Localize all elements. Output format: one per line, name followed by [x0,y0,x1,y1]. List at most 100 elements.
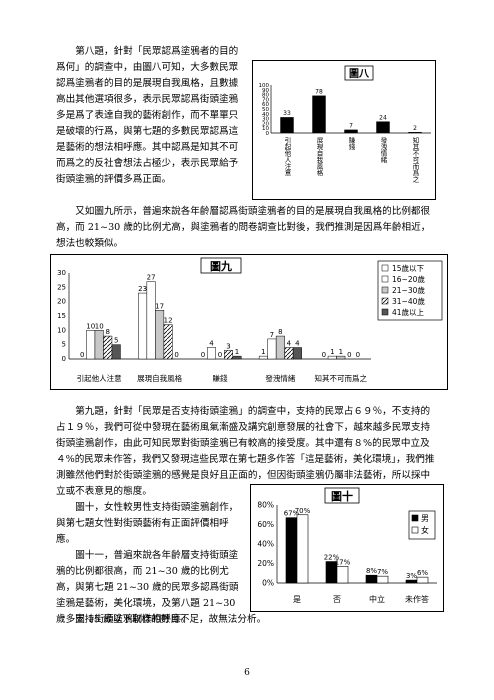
chart-9-legend-label: 41歲以上 [392,307,425,317]
chart-9-data-label: 3 [226,342,230,350]
chart-9-legend-label: 21~30歲 [392,285,425,295]
chart-8-bar [344,129,358,133]
chart-8-ytick: 20 [262,121,269,127]
chart-9-bar [258,355,268,360]
chart-9-data-label: 0 [80,351,84,359]
chart-10-data-label: 3% [406,572,417,580]
chart-8-bar [312,95,326,133]
paragraph-fig10: 圖十，女性較男性支持街頭塗鴉創作，與第七題女性對街頭藝術有正面評價相呼應。 [56,502,239,545]
chart-9-data-label: 23 [138,285,147,293]
chart-9-legend-swatch [381,308,389,316]
chart-9-data-label: 10 [95,322,104,330]
chart-10-ytick: 20% [257,559,274,568]
chart-8-data-label: 78 [315,89,323,96]
paragraph-fig11: 圖十一，普遍來說各年齡層支持街頭塗鴉的比例都很高，而 21~30 歲的比例尤高，… [56,550,239,625]
chart-10-bar [376,575,389,584]
chart-9-bar [327,355,337,360]
chart-9-title: 圖九 [210,259,232,273]
chart-10-bar [285,517,298,584]
chart-10-data-label: 67% [284,510,300,518]
chart-8-frame: 圖八 0 10 20 30 40 50 60 70 80 90 100 33 引起他人注意 78 展現自我風格… [252,60,436,200]
chart-9-data-label: 1 [330,348,334,356]
chart-10-bar [405,579,418,584]
chart-9-bar [292,347,302,360]
chart-8-ytick: 10 [262,126,269,132]
chart-9-category-label: 發洩情緒 [265,373,295,383]
chart-9-legend-swatch [381,264,389,272]
chart-10-bar [336,566,349,584]
chart-10-ytick: 40% [257,540,274,549]
chart-8-ytick: 40 [262,112,269,118]
chart-8-ytick: 0 [266,131,270,137]
chart-10: 圖十 0% 20% 40% 60% 80% 67%70% 是 22%17% 否 8% 7% 中立 3% 6%… [257,487,437,604]
chart-9-ytick: 0 [62,355,66,363]
chart-9-bar [155,310,165,360]
page-number: 6 [244,668,250,678]
paragraph-q8: 第八題，針對「民眾認爲塗鴉者的目的爲何」的調查中，由圖八可知，大多數民眾認爲塗鴉… [56,46,239,185]
chart-8-bar [280,117,294,133]
chart-9-bar [138,292,148,360]
chart-9-bar [275,335,285,360]
chart-10-category-label: 否 [333,595,341,604]
chart-10-legend-label: 男 [421,514,429,523]
chart-9-category-label: 展現自我風格 [137,373,182,383]
chart-9-data-label: 5 [114,337,118,345]
chart-9-data-label: 27 [147,274,156,282]
chart-8-data-label: 2 [413,125,417,132]
chart-9-legend-label: 16~20歲 [392,274,425,284]
chart-10-bar [365,574,378,584]
chart-10-data-label: 70% [295,507,311,515]
chart-9-bar [207,347,216,360]
chart-9-bar [267,338,277,360]
chart-8-ytick: 70 [262,97,269,103]
chart-9-ytick: 20 [57,298,66,306]
chart-9-frame: 圖九 0 5 10 15 20 25 30 0 10 10 8 5 引起他人注意 23 27 17 12 0 展現自我… [50,254,448,390]
chart-9-data-label: 7 [270,331,274,339]
paragraph-q9: 第九題，針對「民眾是否支持街頭塗鴉」的調查中，支持的民眾占６９％，不支持的占１９… [56,406,435,497]
chart-8-category-label: 賺錢 [347,136,355,152]
chart-9-legend-label: 15歲以下 [392,263,425,273]
chart-8-data-label: 33 [283,110,291,117]
chart-9-category-label: 知其不可而爲之 [315,373,368,383]
chart-10-bar [416,576,429,584]
chart-9-bar [103,335,113,360]
chart-9-legend-swatch [381,286,389,294]
chart-10-legend-swatch [411,526,419,534]
chart-8-data-label: 7 [349,123,353,130]
chart-9-data-label: 4 [209,340,214,348]
chart-10-data-label: 22% [324,554,340,562]
chart-9-data-label: 12 [164,317,173,325]
chart-9-title-box [200,257,242,274]
chart-9-data-label: 8 [278,328,282,336]
chart-9-data-label: 0 [218,351,222,359]
chart-10-ytick: 0% [262,579,274,588]
chart-9-data-label: 4 [295,340,300,348]
chart-8-title: 圖八 [349,68,370,80]
chart-9-bar [232,355,242,360]
chart-9-ytick: 30 [57,269,66,277]
chart-9-data-label: 0 [356,351,360,359]
chart-8-category-label: 展現自我風格 [315,137,323,178]
paragraph-fig9: 又如圖九所示，普遍來說各年齡層認爲街頭塗鴉者的目的是展現自我風格的比例都很高，而… [56,206,431,249]
chart-9-category-label: 賺錢 [213,373,228,383]
chart-8-bar [376,121,390,133]
chart-9-bar [94,330,104,360]
chart-8-data-label: 24 [379,114,387,121]
chart-9-bar [146,281,156,360]
chart-10-title-box [324,487,360,504]
chart-9-data-label: 4 [287,340,292,348]
chart-10-frame: 圖十 0% 20% 40% 60% 80% 67% 70% 是 22% 17% 否 8% 7% 中立 3% 6%… [250,484,444,612]
chart-9-ytick: 5 [62,341,66,349]
chart-8-ytick: 30 [262,117,269,123]
chart-9-bar [224,350,233,360]
chart-9-data-label: 0 [174,351,178,359]
chart-9-data-label: 0 [322,351,326,359]
chart-9-bar [336,355,346,360]
chart-9-bar [284,347,294,360]
paragraph-note: 因 15 歲以下取樣的數目不足，故無法分析。 [75,614,267,625]
chart-9-data-label: 0 [201,351,205,359]
chart-8-category-label: 引起他人注意 [283,136,291,177]
chart-9-ytick: 10 [57,326,66,334]
chart-8-title-box [344,65,374,81]
chart-9-bar [111,344,121,360]
